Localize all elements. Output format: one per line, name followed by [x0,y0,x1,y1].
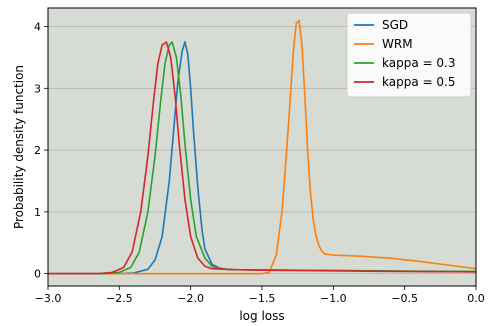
series-line-wrm [48,19,477,275]
y-axis-label: Probability density function [12,65,26,229]
x-tick-label: −1.0 [320,292,347,305]
x-tick-label: −2.5 [106,292,133,305]
y-tick-label: 1 [34,206,41,219]
y-tick-label: 0 [34,268,41,281]
series-group [48,19,477,275]
x-tick-label: 0.0 [467,292,485,305]
x-tick-label: −0.5 [391,292,418,305]
legend-entry: WRM [382,37,413,51]
legend-entry: kappa = 0.3 [382,56,455,70]
legend-box [346,12,472,98]
x-axis: −3.0 −2.5 −2.0 −1.5 −1.0 −0.5 0.0 [35,286,485,305]
x-tick-label: −1.5 [249,292,276,305]
y-axis: 0 1 2 3 4 [34,21,48,281]
series-line-kappa-0-5 [48,41,477,275]
y-tick-label: 4 [34,21,41,34]
x-axis-label: log loss [239,309,284,323]
legend-entry: kappa = 0.5 [382,75,455,89]
legend-entry: SGD [382,18,408,32]
y-tick-label: 3 [34,82,41,95]
x-tick-label: −3.0 [35,292,62,305]
x-tick-label: −2.0 [177,292,204,305]
y-tick-label: 2 [34,144,41,157]
legend: SGD WRM kappa = 0.3 kappa = 0.5 [346,12,472,98]
